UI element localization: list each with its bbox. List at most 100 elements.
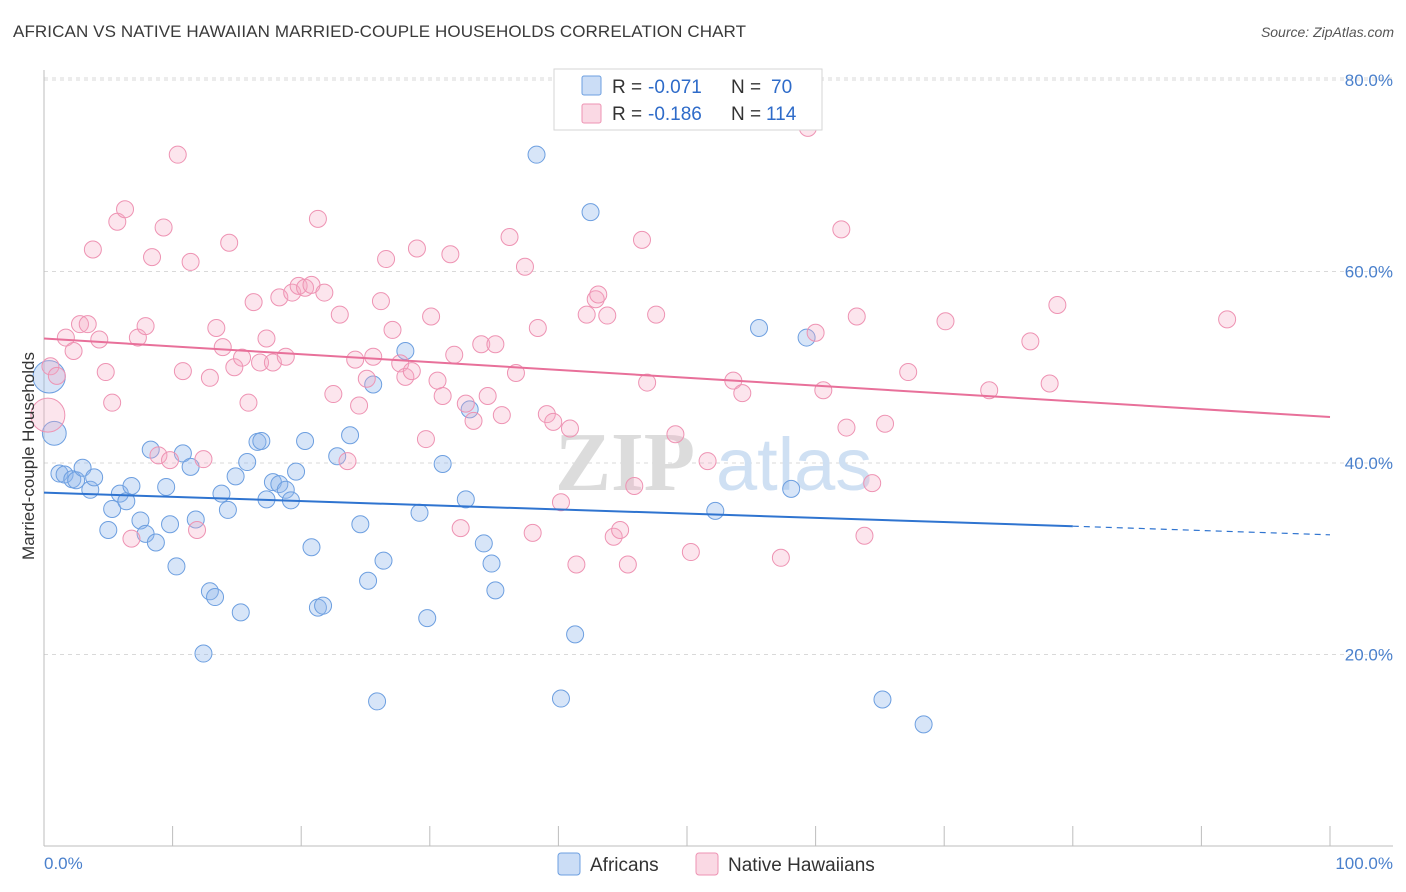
- data-point-africans: [456, 490, 475, 509]
- data-point-hawaiians: [377, 250, 396, 269]
- data-point-africans: [351, 515, 370, 534]
- data-point-africans: [782, 479, 801, 498]
- bottom-legend-swatch-hawaiians: [695, 852, 719, 876]
- data-point-hawaiians: [90, 330, 109, 349]
- data-point-hawaiians: [207, 318, 226, 337]
- data-point-africans: [482, 554, 501, 573]
- data-point-hawaiians: [143, 248, 162, 267]
- data-point-africans: [99, 521, 118, 540]
- y-axis-tick-labels: 20.0% 40.0% 60.0% 80.0%: [1345, 71, 1393, 665]
- data-point-hawaiians: [492, 406, 511, 425]
- legend-n-value-hawaiians: 114: [766, 104, 797, 125]
- legend-n-label-hawaiians: N =: [731, 104, 761, 125]
- data-point-hawaiians: [315, 283, 334, 302]
- data-point-hawaiians: [41, 357, 60, 376]
- data-point-hawaiians: [338, 452, 357, 471]
- data-point-africans: [131, 511, 150, 530]
- data-point-hawaiians: [698, 452, 717, 471]
- data-point-hawaiians: [136, 317, 155, 336]
- data-point-hawaiians: [116, 200, 135, 219]
- data-point-africans: [314, 596, 333, 615]
- y-tick-label: 20.0%: [1345, 646, 1393, 665]
- data-point-africans: [226, 467, 245, 486]
- data-point-hawaiians: [168, 145, 187, 164]
- data-point-hawaiians: [936, 312, 955, 331]
- data-point-hawaiians: [83, 240, 102, 259]
- bottom-legend-swatch-africans: [557, 852, 581, 876]
- data-point-hawaiians: [1218, 310, 1237, 329]
- x-tick-label-max: 100.0%: [1335, 854, 1393, 873]
- data-point-hawaiians: [577, 305, 596, 324]
- data-point-africans: [194, 644, 213, 663]
- data-point-hawaiians: [257, 329, 276, 348]
- grid-lines: [44, 77, 1393, 655]
- data-point-hawaiians: [847, 307, 866, 326]
- data-point-hawaiians: [618, 555, 637, 574]
- data-point-hawaiians: [567, 555, 586, 574]
- data-point-hawaiians: [551, 493, 570, 512]
- y-tick-label: 80.0%: [1345, 71, 1393, 90]
- data-point-hawaiians: [523, 523, 542, 542]
- data-point-africans: [418, 609, 437, 628]
- data-point-hawaiians: [604, 527, 623, 546]
- data-point-hawaiians: [666, 425, 685, 444]
- data-point-africans: [206, 588, 225, 607]
- data-point-hawaiians: [161, 451, 180, 470]
- data-point-hawaiians: [276, 347, 295, 366]
- legend-r-label-africans: R =: [612, 77, 642, 98]
- y-tick-label: 40.0%: [1345, 454, 1393, 473]
- data-point-hawaiians: [456, 394, 475, 413]
- data-point-africans: [328, 447, 347, 466]
- data-point-hawaiians: [863, 474, 882, 493]
- data-point-hawaiians: [402, 362, 421, 381]
- data-point-hawaiians: [213, 338, 232, 357]
- data-point-hawaiians: [225, 358, 244, 377]
- data-point-hawaiians: [239, 393, 258, 412]
- legend-r-value-hawaiians: -0.186: [648, 104, 702, 125]
- data-point-africans: [296, 431, 315, 450]
- data-point-hawaiians: [464, 411, 483, 430]
- data-point-hawaiians: [832, 220, 851, 239]
- data-point-hawaiians: [586, 290, 605, 309]
- data-point-hawaiians: [681, 543, 700, 562]
- legend-n-label-africans: N =: [731, 77, 761, 98]
- data-point-africans: [566, 625, 585, 644]
- trend-line-hawaiians: [43, 337, 1331, 419]
- data-point-hawaiians: [371, 292, 390, 311]
- data-point-hawaiians: [422, 307, 441, 326]
- data-point-hawaiians: [445, 345, 464, 364]
- data-point-hawaiians: [251, 353, 270, 372]
- data-point-hawaiians: [383, 320, 402, 339]
- data-point-hawaiians: [980, 381, 999, 400]
- data-point-africans: [287, 462, 306, 481]
- data-point-hawaiians: [173, 362, 192, 381]
- legend-swatch-africans: [581, 75, 602, 96]
- legend-swatch-hawaiians: [581, 103, 602, 124]
- data-point-hawaiians: [233, 348, 252, 367]
- data-point-africans: [581, 203, 600, 222]
- data-point-africans: [914, 715, 933, 734]
- series-native-hawaiians: [30, 118, 1237, 574]
- data-point-hawaiians: [330, 305, 349, 324]
- data-point-hawaiians: [638, 373, 657, 392]
- data-point-hawaiians: [56, 328, 75, 347]
- data-point-hawaiians: [560, 419, 579, 438]
- data-point-hawaiians: [244, 293, 263, 312]
- data-point-africans: [167, 557, 186, 576]
- data-point-hawaiians: [346, 350, 365, 369]
- data-point-hawaiians: [154, 218, 173, 237]
- chart-title: AFRICAN VS NATIVE HAWAIIAN MARRIED-COUPL…: [13, 22, 747, 41]
- data-point-africans: [410, 503, 429, 522]
- watermark: ZIP atlas: [555, 416, 872, 509]
- data-point-hawaiians: [515, 257, 534, 276]
- data-point-hawaiians: [122, 529, 141, 548]
- data-point-africans: [238, 453, 257, 472]
- data-point-hawaiians: [200, 368, 219, 387]
- data-point-africans: [527, 145, 546, 164]
- data-point-africans: [873, 690, 892, 709]
- data-point-hawaiians: [308, 209, 327, 228]
- data-point-hawaiians: [407, 239, 426, 258]
- data-point-africans: [474, 534, 493, 553]
- legend-n-value-africans: 70: [771, 77, 792, 98]
